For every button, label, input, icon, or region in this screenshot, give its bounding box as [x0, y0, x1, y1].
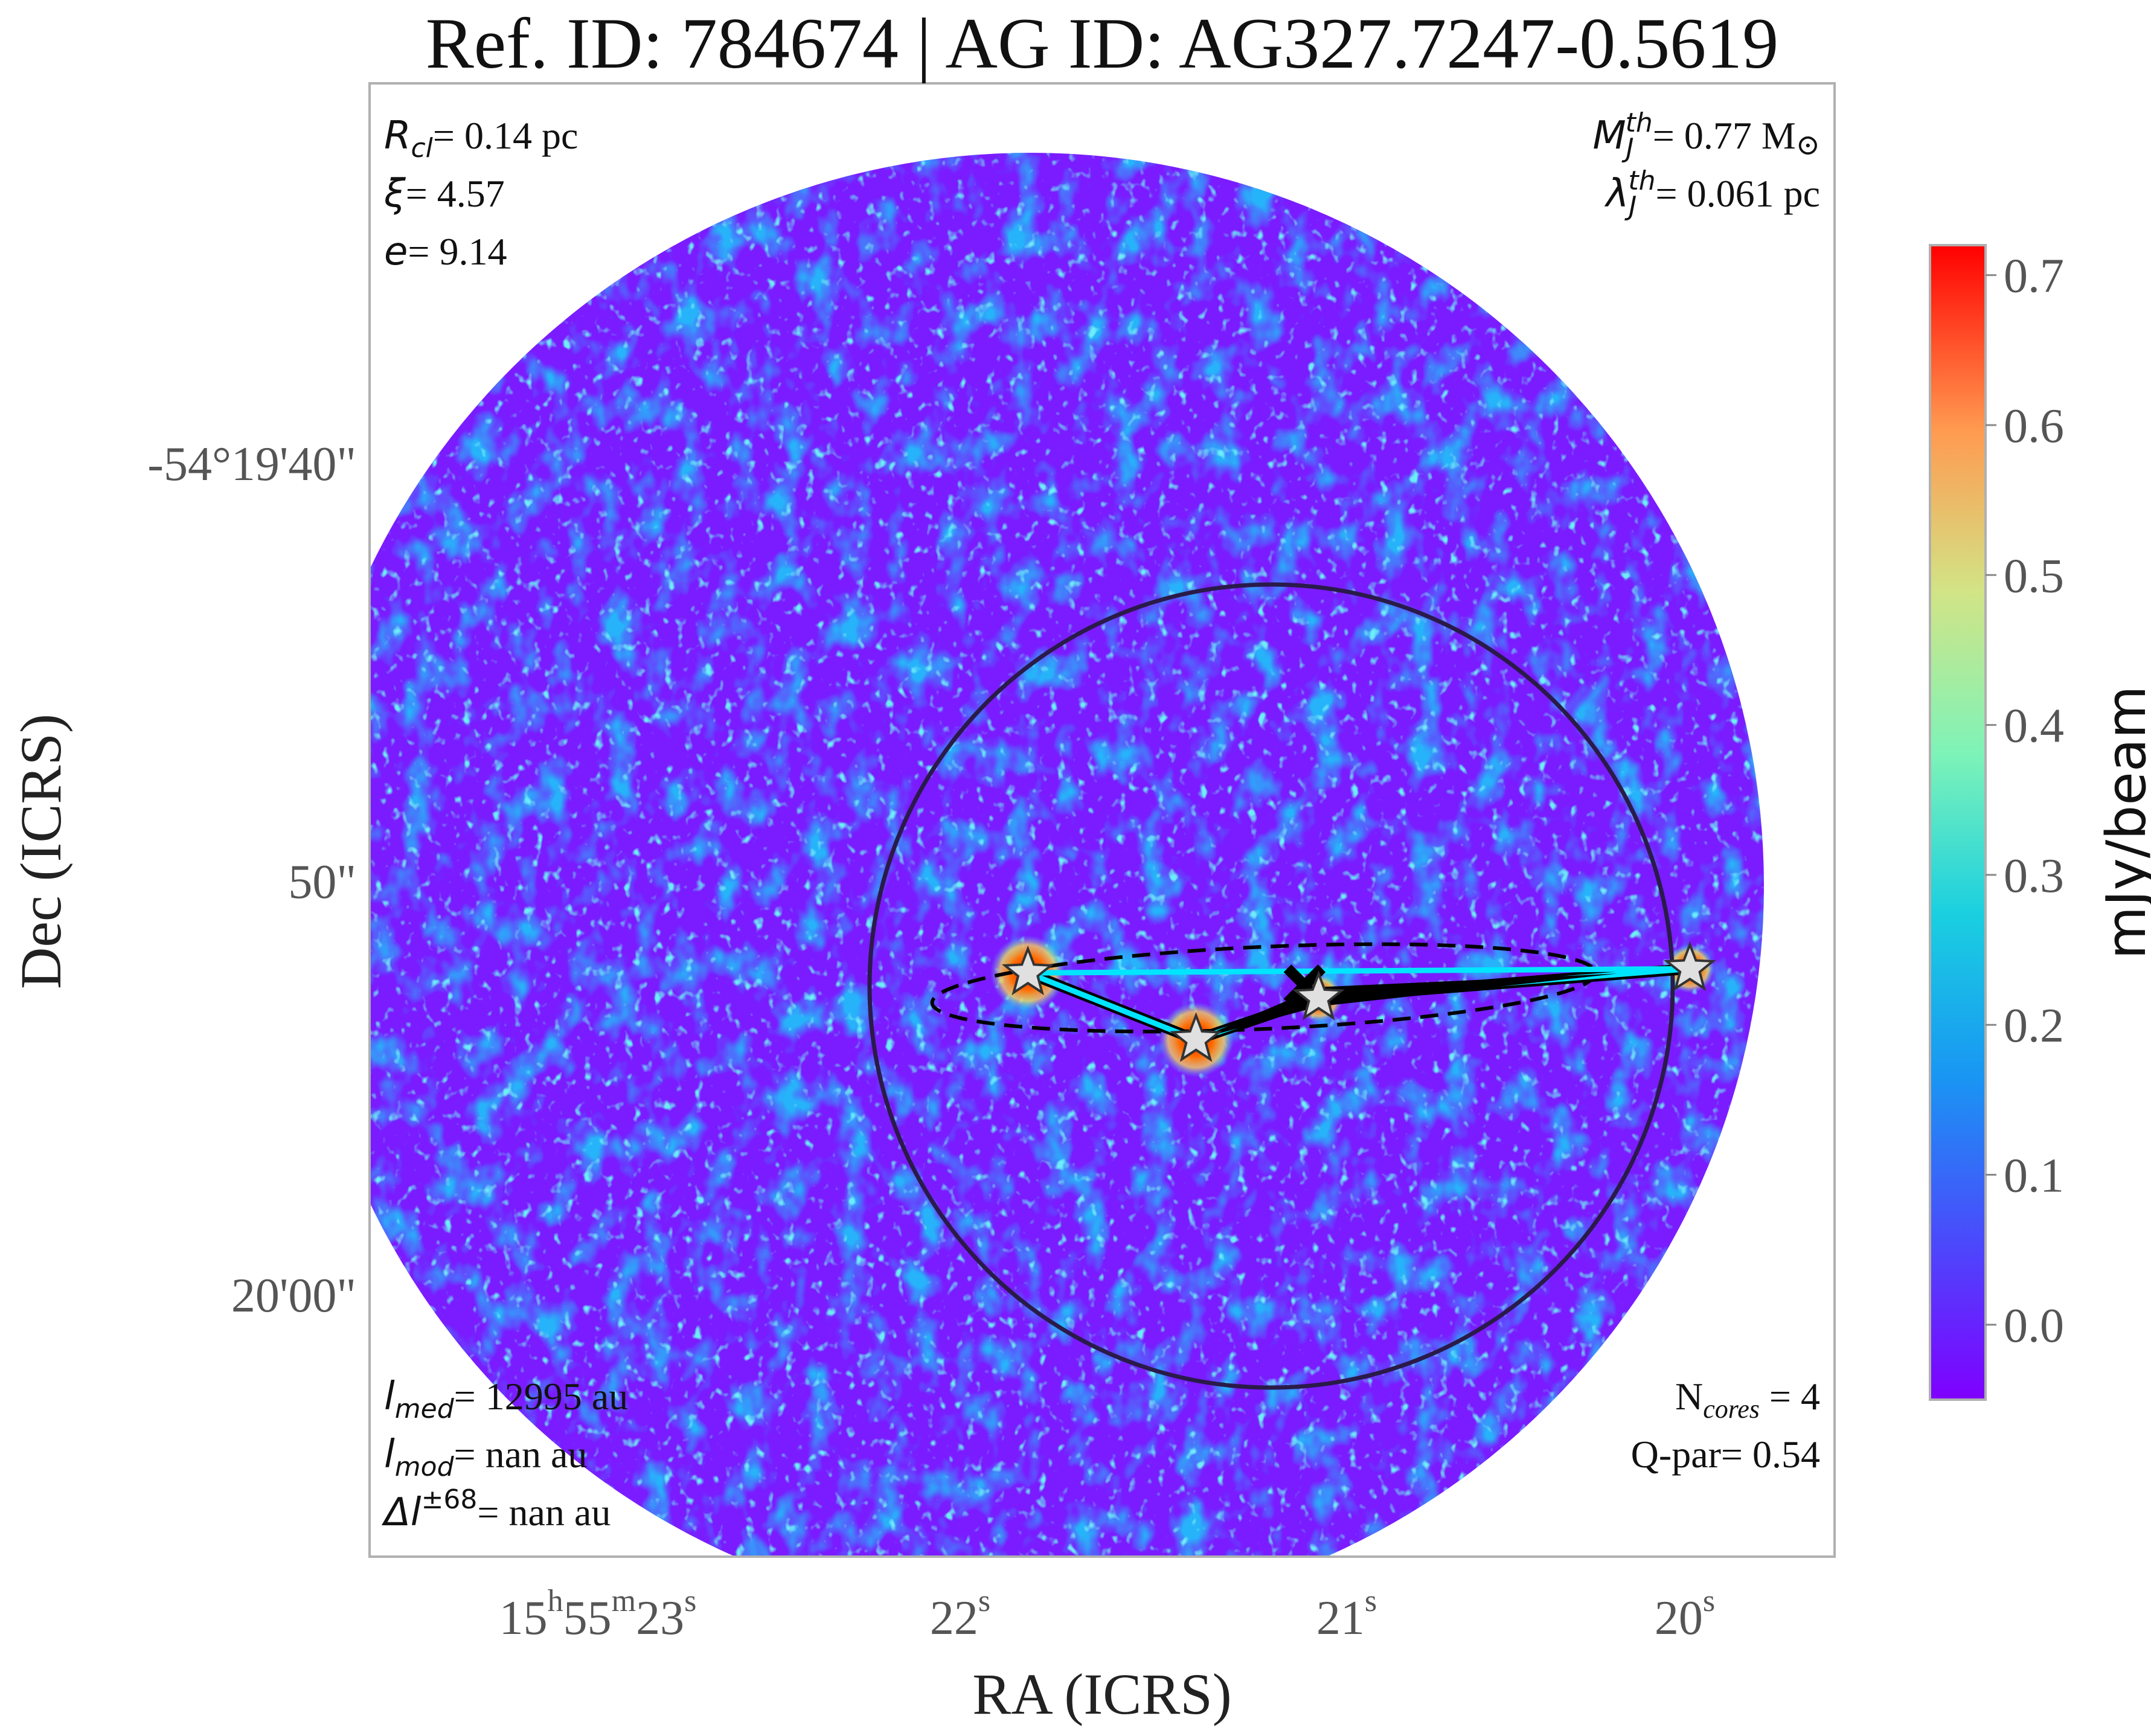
y-tick-label-20-00: 20'00" — [231, 1269, 356, 1322]
core-star-marker — [1170, 1012, 1222, 1062]
annotations-top-left: Rcl= 0.14 pc ξ= 4.57 e= 9.14 — [383, 114, 578, 274]
y-tick-label-19-40: -54°19'40" — [147, 438, 356, 491]
x-tick-label-22s: 22s — [930, 1584, 990, 1645]
annotation-q-par: Q-par= 0.54 — [1631, 1433, 1820, 1476]
colorbar-label: mJy/beam — [2095, 685, 2151, 959]
y-axis-label: Dec (ICRS) — [8, 714, 73, 989]
colorbar-gradient — [1929, 244, 1987, 1401]
colorbar-tick-label: 0.2 — [2004, 999, 2064, 1052]
core-star-marker — [1001, 945, 1054, 996]
x-tick-label-first: 15h55m23s — [499, 1584, 697, 1645]
annotation-xi: ξ= 4.57 — [383, 171, 505, 216]
annotation-r-cl: Rcl= 0.14 pc — [384, 114, 578, 164]
colorbar-tick-label: 0.7 — [2004, 250, 2064, 303]
mst-edge — [1028, 966, 1690, 976]
annotations-top-right: MJth= 0.77 M⊙ λJth= 0.061 pc — [1592, 107, 1820, 222]
annotation-l-mod: lmod= nan au — [384, 1432, 587, 1482]
colorbar-tick-label: 0.6 — [2004, 400, 2064, 453]
emission-map — [370, 153, 1764, 1557]
y-tick-label-50: 50" — [288, 856, 356, 909]
annotation-e: e= 9.14 — [384, 229, 507, 274]
colorbar: 0.0 0.1 0.2 0.3 0.4 0.5 0.6 0.7 mJy/beam — [1929, 244, 2151, 1401]
annotation-jeans-mass: MJth= 0.77 M⊙ — [1592, 107, 1820, 164]
annotation-n-cores: Ncores = 4 — [1675, 1375, 1820, 1424]
direction-wedge — [1196, 973, 1618, 1040]
overlay-layer — [867, 582, 1716, 1390]
chart-title: Ref. ID: 784674 | AG ID: AG327.7247-0.56… — [426, 3, 1779, 83]
core-star-marker — [1292, 970, 1345, 1020]
annotation-delta-l: Δl±68= nan au — [381, 1484, 611, 1535]
plot-frame — [368, 82, 1836, 1558]
colorbar-tick-label: 0.1 — [2004, 1150, 2064, 1203]
annotations-bottom-left: lmed= 12995 au lmod= nan au Δl±68= nan a… — [381, 1374, 628, 1535]
x-tick-label-21s: 21s — [1316, 1584, 1377, 1645]
core-star-marker — [1664, 941, 1716, 991]
colorbar-tick-label: 0.0 — [2004, 1299, 2064, 1353]
x-tick-label-20s: 20s — [1655, 1584, 1715, 1645]
map-noise-texture — [370, 153, 1764, 1557]
annotations-bottom-right: Ncores = 4 Q-par= 0.54 — [1631, 1375, 1820, 1476]
annotation-jeans-length: λJth= 0.061 pc — [1604, 165, 1821, 222]
cluster-circle — [867, 582, 1675, 1390]
mst-edge — [1025, 970, 1199, 1043]
colorbar-tick-label: 0.3 — [2004, 850, 2064, 903]
colorbar-tick-label: 0.5 — [2004, 549, 2064, 603]
colorbar-tick-label: 0.4 — [2004, 700, 2064, 753]
annotation-l-med: lmed= 12995 au — [384, 1374, 628, 1424]
x-axis-label: RA (ICRS) — [972, 1662, 1231, 1726]
